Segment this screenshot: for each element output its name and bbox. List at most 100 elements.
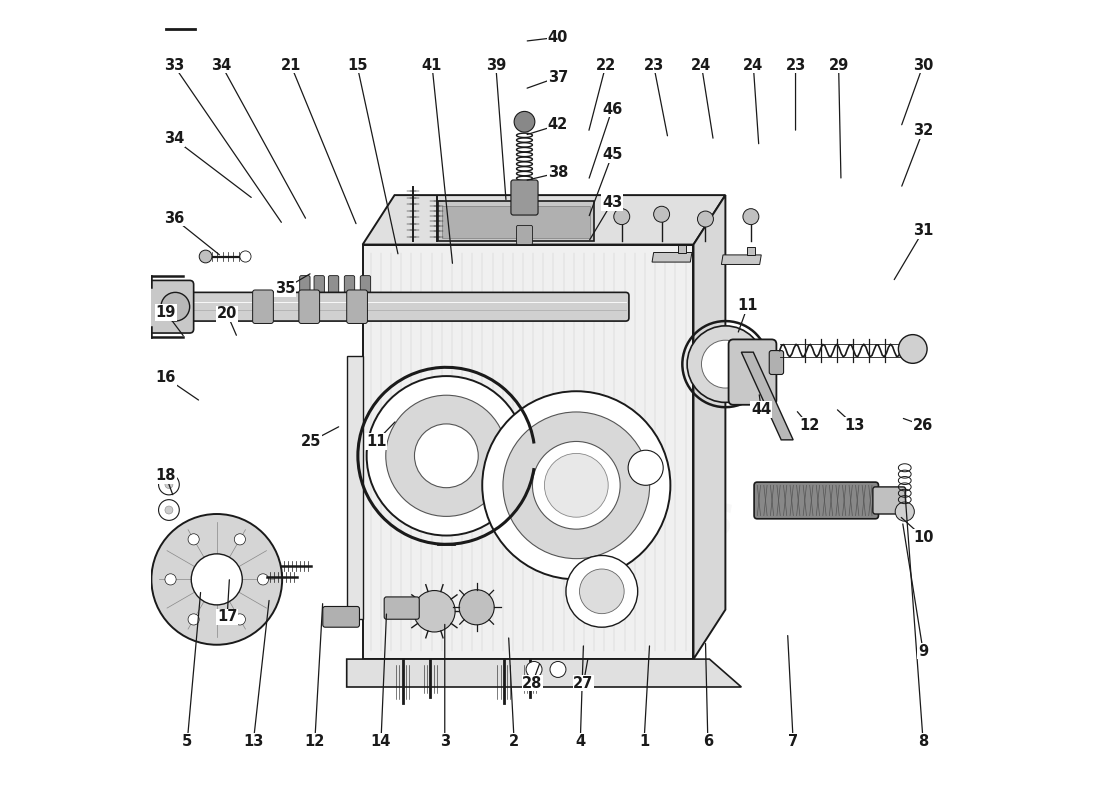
Circle shape	[526, 662, 542, 678]
Text: 36: 36	[164, 210, 184, 226]
Text: eurospares: eurospares	[365, 355, 735, 413]
Circle shape	[550, 662, 565, 678]
Text: 23: 23	[785, 58, 805, 73]
FancyBboxPatch shape	[361, 276, 371, 299]
Text: 41: 41	[421, 58, 442, 73]
Text: 34: 34	[164, 131, 184, 146]
Text: 35: 35	[275, 281, 296, 296]
Text: 24: 24	[691, 58, 712, 73]
Circle shape	[742, 209, 759, 225]
Circle shape	[165, 574, 176, 585]
Circle shape	[899, 334, 927, 363]
Circle shape	[188, 614, 199, 625]
Polygon shape	[722, 255, 761, 265]
Circle shape	[628, 450, 663, 486]
Text: 20: 20	[217, 306, 238, 322]
Text: 22: 22	[596, 58, 616, 73]
Polygon shape	[693, 195, 725, 659]
FancyBboxPatch shape	[329, 276, 339, 299]
Circle shape	[415, 424, 478, 488]
Text: 42: 42	[548, 118, 568, 133]
Text: 29: 29	[828, 58, 849, 73]
Text: 43: 43	[602, 194, 623, 210]
Polygon shape	[652, 253, 692, 262]
FancyBboxPatch shape	[755, 482, 879, 518]
Circle shape	[234, 614, 245, 625]
Polygon shape	[747, 247, 755, 255]
Text: 19: 19	[155, 305, 176, 320]
FancyBboxPatch shape	[299, 276, 310, 299]
Circle shape	[614, 209, 629, 225]
Circle shape	[191, 554, 242, 605]
Text: 34: 34	[211, 58, 232, 73]
Circle shape	[503, 412, 650, 558]
Text: 6: 6	[703, 734, 713, 749]
Circle shape	[895, 502, 914, 521]
Text: 16: 16	[155, 370, 176, 385]
FancyBboxPatch shape	[253, 290, 274, 323]
Text: 44: 44	[751, 402, 771, 417]
Circle shape	[257, 574, 268, 585]
Circle shape	[702, 340, 749, 388]
Circle shape	[532, 442, 620, 529]
Circle shape	[165, 481, 173, 489]
FancyBboxPatch shape	[314, 276, 324, 299]
Text: 25: 25	[300, 434, 321, 449]
Polygon shape	[363, 195, 725, 245]
Circle shape	[688, 326, 763, 402]
Text: 38: 38	[548, 166, 569, 180]
Text: 30: 30	[913, 58, 933, 73]
Text: 15: 15	[346, 58, 367, 73]
Text: 9: 9	[918, 644, 928, 658]
FancyBboxPatch shape	[517, 226, 532, 245]
Circle shape	[514, 111, 535, 132]
Circle shape	[366, 376, 526, 535]
FancyBboxPatch shape	[510, 180, 538, 215]
Text: 21: 21	[280, 58, 301, 73]
FancyBboxPatch shape	[769, 350, 783, 374]
Polygon shape	[346, 659, 741, 687]
FancyBboxPatch shape	[873, 487, 905, 514]
FancyBboxPatch shape	[180, 292, 629, 321]
Text: 10: 10	[913, 530, 933, 545]
Text: 40: 40	[548, 30, 569, 45]
Circle shape	[565, 555, 638, 627]
Circle shape	[188, 534, 199, 545]
Text: 28: 28	[522, 675, 542, 690]
Text: 31: 31	[913, 223, 933, 238]
Text: 1: 1	[639, 734, 649, 749]
Text: 11: 11	[737, 298, 758, 314]
FancyBboxPatch shape	[728, 339, 777, 405]
Text: 39: 39	[486, 58, 506, 73]
Text: 23: 23	[644, 58, 663, 73]
Circle shape	[544, 454, 608, 517]
Circle shape	[161, 292, 189, 321]
FancyBboxPatch shape	[384, 597, 419, 619]
Polygon shape	[678, 245, 685, 253]
Polygon shape	[346, 356, 363, 619]
Text: 18: 18	[155, 468, 176, 483]
FancyBboxPatch shape	[322, 606, 360, 627]
Text: 26: 26	[913, 418, 933, 433]
Circle shape	[386, 395, 507, 516]
Circle shape	[580, 569, 624, 614]
Circle shape	[234, 534, 245, 545]
Circle shape	[482, 391, 670, 579]
Circle shape	[697, 211, 714, 227]
FancyBboxPatch shape	[299, 290, 320, 323]
Circle shape	[165, 506, 173, 514]
Text: 33: 33	[164, 58, 184, 73]
Circle shape	[152, 514, 282, 645]
Text: 4: 4	[575, 734, 585, 749]
Text: 2: 2	[509, 734, 519, 749]
Text: 7: 7	[788, 734, 799, 749]
Bar	[442, 206, 590, 238]
Polygon shape	[741, 352, 793, 440]
FancyBboxPatch shape	[346, 290, 367, 323]
Text: 12: 12	[799, 418, 820, 433]
Text: 32: 32	[913, 123, 933, 138]
Circle shape	[414, 590, 455, 632]
Circle shape	[158, 500, 179, 520]
Text: eurospares: eurospares	[365, 491, 735, 548]
Text: 37: 37	[548, 70, 568, 85]
